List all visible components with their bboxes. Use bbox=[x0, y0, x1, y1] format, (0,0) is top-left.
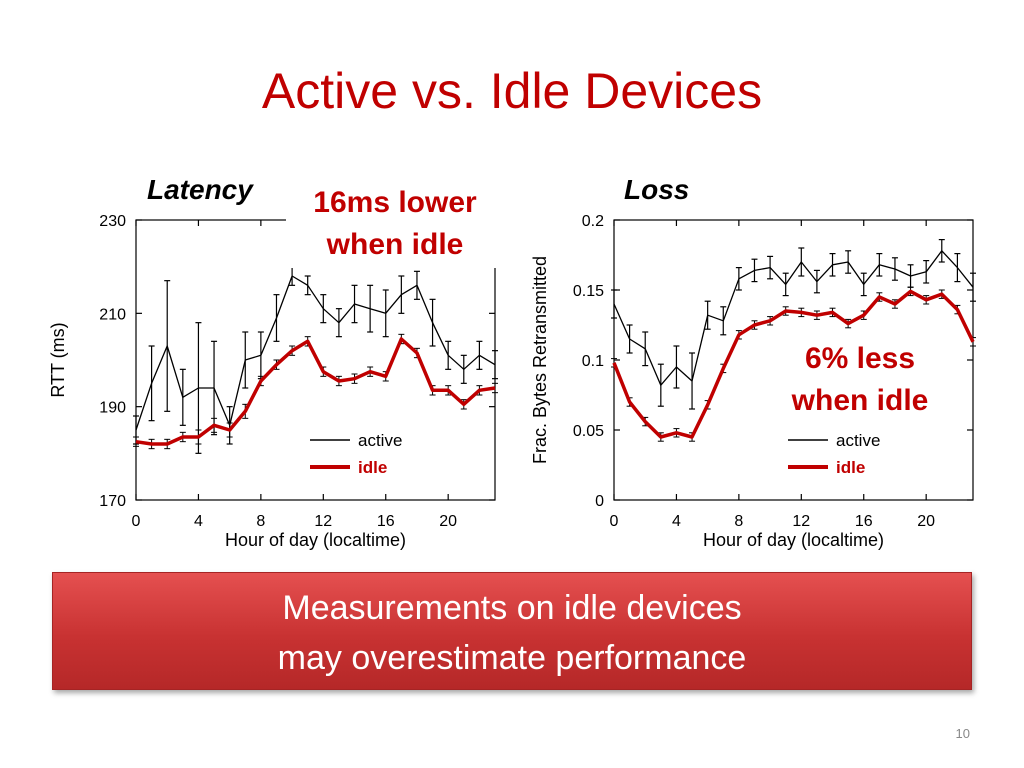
series-line-idle bbox=[612, 289, 975, 439]
banner-line-2: may overestimate performance bbox=[277, 639, 747, 677]
x-tick-label: 8 bbox=[734, 513, 743, 530]
x-axis-title: Hour of day (localtime) bbox=[703, 530, 884, 550]
banner-line-1: Measurements on idle devices bbox=[282, 589, 742, 627]
y-tick-label: 230 bbox=[99, 213, 126, 230]
legend-label-idle: idle bbox=[836, 458, 865, 477]
series-line-active bbox=[613, 250, 974, 386]
y-tick-label: 0 bbox=[595, 493, 604, 510]
y-tick-label: 190 bbox=[99, 400, 126, 417]
loss-chart-label: Loss bbox=[624, 174, 690, 205]
x-axis-title: Hour of day (localtime) bbox=[225, 530, 406, 550]
x-tick-label: 4 bbox=[194, 513, 203, 530]
y-axis-title: RTT (ms) bbox=[48, 322, 68, 397]
legend-label-idle: idle bbox=[358, 458, 387, 477]
x-tick-label: 20 bbox=[917, 513, 935, 530]
x-tick-label: 4 bbox=[672, 513, 681, 530]
x-tick-label: 20 bbox=[439, 513, 457, 530]
legend-label-active: active bbox=[358, 431, 402, 450]
latency-callout-line2: when idle bbox=[326, 228, 464, 261]
y-axis-title: Frac. Bytes Retransmitted bbox=[530, 256, 550, 464]
latency-callout-line1: 16ms lower bbox=[313, 186, 477, 219]
x-tick-label: 16 bbox=[377, 513, 395, 530]
loss-callout-line2: when idle bbox=[791, 384, 929, 417]
page-number: 10 bbox=[955, 726, 970, 741]
series-line-active bbox=[135, 275, 496, 431]
y-tick-label: 0.1 bbox=[582, 353, 604, 370]
latency-chart-label: Latency bbox=[147, 174, 253, 205]
y-tick-label: 170 bbox=[99, 493, 126, 510]
x-tick-label: 12 bbox=[314, 513, 332, 530]
y-tick-label: 0.2 bbox=[582, 213, 604, 230]
loss-callout: 6% less when idle bbox=[765, 338, 955, 422]
y-tick-label: 210 bbox=[99, 306, 126, 323]
x-tick-label: 12 bbox=[792, 513, 810, 530]
legend-label-active: active bbox=[836, 431, 880, 450]
latency-callout: 16ms lower when idle bbox=[286, 180, 504, 268]
loss-callout-line1: 6% less bbox=[804, 342, 916, 375]
conclusion-banner: Measurements on idle devices may overest… bbox=[52, 572, 972, 690]
x-tick-label: 0 bbox=[610, 513, 619, 530]
y-tick-label: 0.05 bbox=[573, 423, 604, 440]
y-tick-label: 0.15 bbox=[573, 283, 604, 300]
x-tick-label: 0 bbox=[132, 513, 141, 530]
series-line-idle bbox=[135, 337, 496, 446]
x-tick-label: 16 bbox=[855, 513, 873, 530]
x-tick-label: 8 bbox=[256, 513, 265, 530]
slide-title: Active vs. Idle Devices bbox=[261, 63, 763, 119]
